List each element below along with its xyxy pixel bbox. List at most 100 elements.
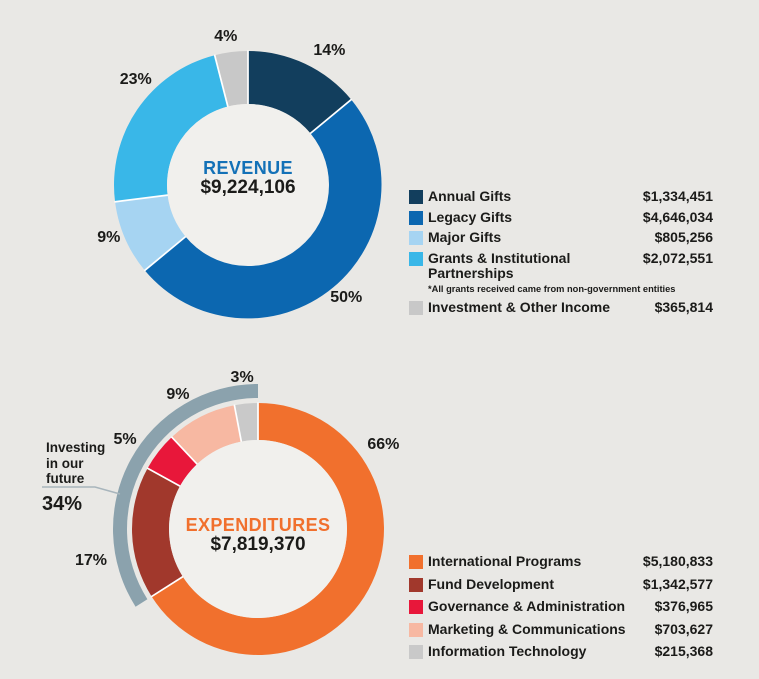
annual-gifts-swatch-icon xyxy=(409,190,423,204)
legend-label: Grants & Institutional Partnerships xyxy=(428,249,571,281)
legend-row-annual-gifts: Annual Gifts $1,334,451 xyxy=(409,188,713,205)
major-gifts-swatch-icon xyxy=(409,231,423,245)
legend-row-international-programs: International Programs $5,180,833 xyxy=(409,553,713,570)
marketing-communications-swatch-icon xyxy=(409,622,423,637)
legacy-gifts-slice xyxy=(144,99,382,319)
slice-separator xyxy=(233,404,243,443)
chart-title: EXPENDITURES xyxy=(185,515,331,535)
legend-value: $365,814 xyxy=(654,298,713,315)
marketing-communications-slice xyxy=(171,405,242,465)
chart-total: $9,224,106 xyxy=(200,177,296,198)
annual-gifts-slice xyxy=(248,51,352,134)
legend-entry-line: Information Technology $215,368 xyxy=(428,643,713,660)
legend-entry: Grants & Institutional Partnerships $2,07… xyxy=(428,249,713,295)
legend-entry-line: Investment & Other Income $365,814 xyxy=(428,298,713,316)
expenditures-center-label: EXPENDITURES $7,819,370 xyxy=(186,515,331,555)
information-technology-swatch-icon xyxy=(409,645,423,659)
grants-institutional-partnerships-swatch-icon xyxy=(409,251,423,266)
legend-entry-line: International Programs $5,180,833 xyxy=(428,553,713,570)
legend-entry: International Programs $5,180,833 xyxy=(428,553,713,570)
legend-value: $703,627 xyxy=(654,620,713,637)
legend-label: Investment & Other Income xyxy=(428,298,611,315)
international-programs-pct-label: 66% xyxy=(367,435,400,453)
legend-entry-line: Grants & Institutional Partnerships $2,07… xyxy=(428,249,713,282)
investing-in-our-future-arc xyxy=(113,384,258,607)
legend-row-governance-administration: Governance & Administration $376,965 xyxy=(409,598,713,615)
chart-title: REVENUE xyxy=(203,158,293,178)
major-gifts-slice xyxy=(115,195,186,271)
legend-label: Information Technology xyxy=(428,643,587,659)
annotation-text: Investing in our future xyxy=(46,440,106,486)
legend-row-information-technology: Information Technology $215,368 xyxy=(409,643,713,660)
slice-separator xyxy=(150,575,185,598)
donut-hole xyxy=(167,104,329,266)
legend-value: $2,072,551 xyxy=(642,249,713,266)
legend-entry: Legacy Gifts $4,646,034 xyxy=(428,208,713,226)
legend-entry: Major Gifts $805,256 xyxy=(428,229,713,246)
legend-label: Fund Development xyxy=(428,575,555,592)
legend-label: International Programs xyxy=(428,553,582,569)
slice-separator xyxy=(309,98,353,135)
annotation-callout-line xyxy=(42,486,121,495)
legend-value: $1,342,577 xyxy=(642,575,713,592)
legend-entry: Marketing & Communications $703,627 xyxy=(428,620,713,638)
legend-value: $215,368 xyxy=(654,643,713,659)
fund-development-swatch-icon xyxy=(409,577,423,592)
legend-value: $805,256 xyxy=(654,229,713,245)
legend-value: $376,965 xyxy=(654,598,713,614)
legend-footnote: *All grants received came from non-gover… xyxy=(428,283,676,294)
grants-institutional-partnerships-pct-label: 23% xyxy=(119,70,152,88)
legend-label: Marketing & Communications xyxy=(428,620,626,637)
slice-separator xyxy=(170,436,199,466)
revenue-center-label: REVENUE $9,224,106 xyxy=(200,158,295,198)
legend-entry-line: Major Gifts $805,256 xyxy=(428,229,713,246)
information-technology-pct-label: 3% xyxy=(230,368,254,386)
legend-entry: Fund Development $1,342,577 xyxy=(428,575,713,593)
annual-gifts-pct-label: 14% xyxy=(313,41,346,59)
annotation-pct-value: 34% xyxy=(42,493,83,515)
slice-separator xyxy=(143,235,187,272)
expenditures-legend: International Programs $5,180,833 Fund Dev… xyxy=(409,553,713,660)
legacy-gifts-swatch-icon xyxy=(409,210,423,225)
investment-other-income-pct-label: 4% xyxy=(214,27,238,45)
legend-label: Legacy Gifts xyxy=(428,208,513,225)
expenditures-donut-chart xyxy=(42,384,384,656)
revenue-donut-chart xyxy=(114,50,382,319)
legend-row-legacy-gifts: Legacy Gifts $4,646,034 xyxy=(409,208,713,226)
slice-separator xyxy=(146,467,182,488)
legend-value: $1,334,451 xyxy=(642,188,713,204)
revenue-legend: Annual Gifts $1,334,451 Legacy Gifts $4,646… xyxy=(409,188,713,316)
legend-entry: Governance & Administration $376,965 xyxy=(428,598,713,615)
legend-entry-line: Governance & Administration $376,965 xyxy=(428,598,713,615)
governance-administration-swatch-icon xyxy=(409,600,423,614)
legend-entry-line: Legacy Gifts $4,646,034 xyxy=(428,208,713,226)
legend-entry: Annual Gifts $1,334,451 xyxy=(428,188,713,205)
chart-total: $7,819,370 xyxy=(210,534,306,555)
legend-label: Governance & Administration xyxy=(428,598,626,614)
fund-development-pct-label: 17% xyxy=(74,551,108,569)
legend-row-major-gifts: Major Gifts $805,256 xyxy=(409,229,713,246)
legend-row-grants-institutional-partnerships: Grants & Institutional Partnerships $2,07… xyxy=(409,249,713,295)
international-programs-swatch-icon xyxy=(409,555,423,569)
donut-hole xyxy=(169,440,347,618)
major-gifts-pct-label: 9% xyxy=(97,229,121,247)
legend-entry: Information Technology $215,368 xyxy=(428,643,713,660)
slice-separator xyxy=(213,54,229,108)
legend-row-fund-development: Fund Development $1,342,577 xyxy=(409,575,713,593)
legend-entry-line: Fund Development $1,342,577 xyxy=(428,575,713,593)
grants-institutional-partnerships-slice xyxy=(114,55,228,202)
investment-other-income-slice xyxy=(214,51,248,107)
legacy-gifts-pct-label: 50% xyxy=(330,289,363,307)
legend-label: Major Gifts xyxy=(428,229,502,245)
fund-development-slice xyxy=(132,468,183,597)
slice-separator xyxy=(114,194,169,203)
governance-administration-slice xyxy=(147,437,198,487)
legend-entry: Investment & Other Income $365,814 xyxy=(428,298,713,316)
legend-label: Annual Gifts xyxy=(428,188,512,204)
legend-value: $4,646,034 xyxy=(642,208,713,225)
investment-other-income-swatch-icon xyxy=(409,300,423,315)
governance-administration-pct-label: 5% xyxy=(113,430,137,448)
marketing-communications-pct-label: 9% xyxy=(166,386,190,404)
